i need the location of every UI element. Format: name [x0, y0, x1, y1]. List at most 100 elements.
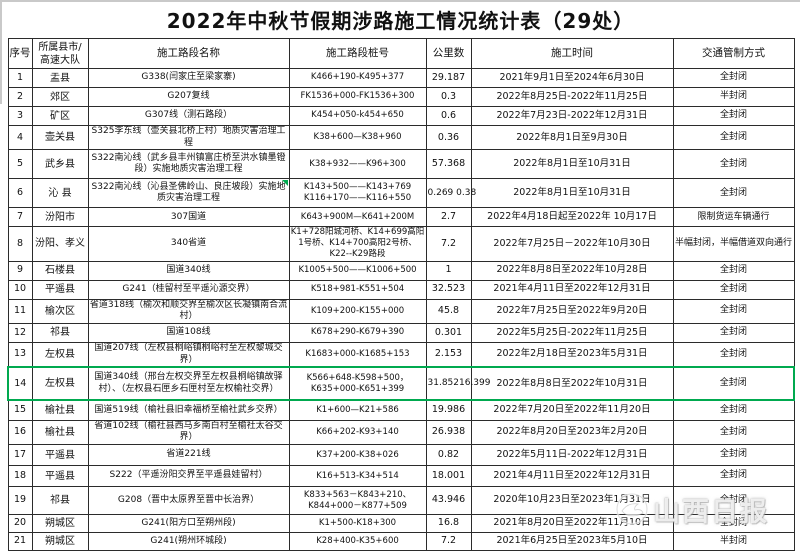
- table-row: 12 祁县 国道108线 K678+290-K679+390 0.301 2022年5月2…: [7, 322, 795, 343]
- table-row: 19 祁县 G208（晋中太原界至晋中长治界） K833+563－K843+210、 …: [7, 486, 795, 516]
- table-row: 21 朔城区 G241(朔州环城段) K28+400-K35+600 7.2 2021年6…: [7, 532, 795, 551]
- cell-no: 4: [7, 124, 33, 151]
- cell-no: 1: [7, 68, 33, 88]
- cell-no: 17: [7, 444, 33, 467]
- cell-name: 国道340线: [87, 260, 290, 281]
- cell-name: G241（桂留村至平遥沁源交界）: [87, 279, 290, 300]
- column-header-control: 交通管制方式: [672, 38, 795, 69]
- cell-control: 限制货运车辆通行: [672, 207, 795, 228]
- cell-county: 朔城区: [31, 514, 89, 534]
- cell-name: G208（晋中太原界至晋中长治界）: [87, 486, 290, 516]
- cell-control: 全封闭: [672, 68, 795, 88]
- table-row: 18 平遥县 S222（平遥汾阳交界至平遥县娃留村） K16+513-K34+514 1…: [7, 465, 795, 488]
- cell-control: 半封闭: [672, 532, 795, 551]
- cell-no: 11: [7, 298, 33, 324]
- cell-county: 矿区: [31, 106, 89, 126]
- cell-no: 10: [7, 279, 33, 300]
- cell-name: G207复线: [87, 87, 290, 107]
- cell-name: S222（平遥汾阳交界至平遥县娃留村）: [87, 465, 290, 488]
- cell-county: 平遥县: [31, 444, 89, 467]
- cell-km: 0.301: [425, 322, 472, 343]
- cell-name: G241(朔州环城段): [87, 532, 290, 551]
- cell-control: 全封闭: [672, 322, 795, 343]
- cell-county: 左权县: [31, 366, 89, 402]
- cell-stake: K566+648-K598+500，K635+000-K651+399: [288, 366, 427, 402]
- cell-control: 全封闭: [672, 419, 795, 446]
- cell-control: 全封闭: [672, 124, 795, 151]
- cell-name: G307线（测石路段）: [87, 106, 290, 126]
- cell-control: 全封闭: [672, 465, 795, 488]
- cell-time: 2020年10月23日至2023年1月31日: [470, 486, 674, 516]
- cell-km: 31.85216.399: [425, 366, 490, 402]
- table-row: 16 榆社县 省道102线（榆社县西马乡南白村至榆社太谷交界） K66+202-K93…: [7, 419, 795, 446]
- column-header-name: 施工路段名称: [87, 38, 290, 69]
- cell-time: 2022年8月20日至2023年2月20日: [470, 419, 674, 446]
- table-row: 20 朔城区 G241(阳方口至朔州段) K1+500-K18+300 16.8 2021…: [7, 514, 795, 534]
- cell-name: 340省道: [87, 226, 290, 262]
- cell-stake: K454+050-k454+650: [288, 106, 427, 126]
- cell-no: 7: [7, 207, 33, 228]
- window-edge-top: [0, 0, 800, 2]
- cell-time: 2022年8月1日至10月31日: [470, 149, 674, 180]
- cell-name: 省道221线: [87, 444, 290, 467]
- cell-km: 19.986: [425, 399, 472, 421]
- cell-time: 2021年8月20日至2022年11月10日: [470, 514, 674, 534]
- cell-county: 祁县: [31, 486, 89, 516]
- cell-stake: K678+290-K679+390: [288, 322, 427, 343]
- table-row: 13 左权县 国道207线（左权县桐峪镇桐峪村至左权黎城交界） K1683+000-K…: [7, 341, 795, 368]
- cell-km: 0.3: [425, 87, 472, 107]
- cell-time: 2022年7月20日至2022年11月20日: [470, 399, 674, 421]
- cell-county: 榆社县: [31, 399, 89, 421]
- table-body: 1 盂县 G338(闫家庄至梁家寨) K466+190-K495+377 29.187 2…: [7, 68, 795, 551]
- cell-km: 2.7: [425, 207, 472, 228]
- table-row: 8 汾阳、孝义 340省道 K1+728阳城河桥、K14+699高阳1号桥、K14+7…: [7, 226, 795, 262]
- cell-time: 2022年7月25日至2022年9月20日: [470, 298, 674, 324]
- cell-control: 全封闭: [672, 486, 795, 516]
- cell-stake: K833+563－K843+210、 K844+000－K877+509: [288, 486, 427, 516]
- cell-no: 16: [7, 419, 33, 446]
- cell-no: 12: [7, 322, 33, 343]
- cell-stake: K66+202-K93+140: [288, 419, 427, 446]
- cell-county: 榆次区: [31, 298, 89, 324]
- cell-km: 57.368: [425, 149, 472, 180]
- cell-km: 32.523: [425, 279, 472, 300]
- cell-time: 2021年9月1日至2024年6月30日: [470, 68, 674, 88]
- cell-stake: K28+400-K35+600: [288, 532, 427, 551]
- table-row: 9 石楼县 国道340线 K1005+500——K1006+500 1 2022年8月8日…: [7, 260, 795, 281]
- cell-km: 0.36: [425, 124, 472, 151]
- cell-no: 20: [7, 514, 33, 534]
- cell-time: 2021年4月11日至2022年12月31日: [470, 279, 674, 300]
- cell-name: 国道340线（邢台左权交界至左权县桐峪镇故驿村）、（左权县石匣乡石匣村至左权榆社…: [87, 366, 290, 402]
- cell-no: 6: [7, 178, 33, 209]
- cell-stake: K1+728阳城河桥、K14+699高阳1号桥、K14+700高阳2号桥、K22…: [288, 226, 427, 262]
- cell-km: 18.001: [425, 465, 472, 488]
- table-row: 10 平遥县 G241（桂留村至平遥沁源交界） K518+981-K551+504 32…: [7, 279, 795, 300]
- cell-name: 307国道: [87, 207, 290, 228]
- cell-no: 14: [7, 366, 33, 402]
- table-row: 7 汾阳市 307国道 K643+900M—K641+200M 2.7 2022年4月18…: [7, 207, 795, 228]
- cell-name: 省道102线（榆社县西马乡南白村至榆社太谷交界）: [87, 419, 290, 446]
- cell-county: 祁县: [31, 322, 89, 343]
- cell-stake: K37+200-K38+026: [288, 444, 427, 467]
- cell-time: 2022年8月25日-2022年11月25日: [470, 87, 674, 107]
- cell-county: 平遥县: [31, 465, 89, 488]
- cell-control: 全封闭: [672, 366, 795, 402]
- table-row: 2 郊区 G207复线 FK1536+000-FK1536+300 0.3 2022年8月…: [7, 87, 795, 107]
- cell-time: 2022年8月8日至2022年10月31日: [470, 366, 674, 402]
- cell-no: 3: [7, 106, 33, 126]
- cell-stake: K1683+000-K1685+153: [288, 341, 427, 368]
- cell-stake: K38+932——K96+300: [288, 149, 427, 180]
- table-row: 1 盂县 G338(闫家庄至梁家寨) K466+190-K495+377 29.187 2…: [7, 68, 795, 88]
- cell-km: 0.82: [425, 444, 472, 467]
- cell-km: 16.8: [425, 514, 472, 534]
- cell-county: 汾阳市: [31, 207, 89, 228]
- cell-county: 榆社县: [31, 419, 89, 446]
- column-header-county: 所属县市/高速大队: [31, 38, 89, 69]
- cell-time: 2022年8月1日至9月30日: [470, 124, 674, 151]
- cell-no: 19: [7, 486, 33, 516]
- cell-stake: K1+600—K21+586: [288, 399, 427, 421]
- cell-name: G241(阳方口至朔州段): [87, 514, 290, 534]
- cell-county: 左权县: [31, 341, 89, 368]
- cell-km: 1: [425, 260, 472, 281]
- cell-km: 7.2: [425, 532, 472, 551]
